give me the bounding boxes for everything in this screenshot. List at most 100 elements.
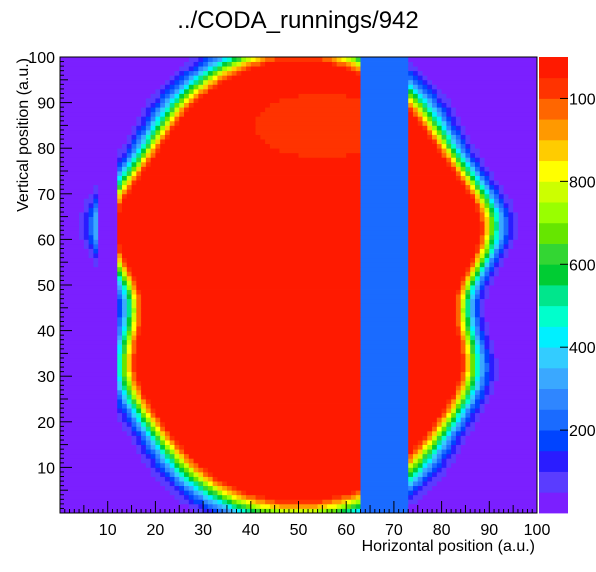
heatmap-cell xyxy=(150,161,361,167)
heatmap-cell xyxy=(460,326,466,331)
heatmap-cell xyxy=(188,70,194,76)
heatmap-cell xyxy=(207,70,214,76)
heatmap-cell xyxy=(408,120,419,126)
heatmap-cell xyxy=(60,326,118,331)
heatmap-cell xyxy=(427,93,433,99)
heatmap-cell xyxy=(408,376,462,382)
heatmap-cell xyxy=(460,134,466,140)
heatmap-cell xyxy=(513,212,519,217)
heatmap-cell xyxy=(136,380,142,386)
heatmap-cell xyxy=(160,143,271,149)
heatmap-cell xyxy=(60,253,90,259)
heatmap-cell xyxy=(479,344,485,350)
heatmap-cell xyxy=(489,248,495,254)
heatmap-cell xyxy=(436,102,442,108)
heatmap-cell xyxy=(207,66,214,72)
heatmap-cell xyxy=(131,139,137,145)
heatmap-cell xyxy=(174,476,180,482)
heatmap-cell xyxy=(117,330,123,336)
heatmap-cell xyxy=(60,171,118,176)
heatmap-cell xyxy=(498,257,505,263)
heatmap-cell xyxy=(360,476,409,482)
heatmap-cell xyxy=(184,107,190,113)
heatmap-cell xyxy=(131,357,137,363)
heatmap-cell xyxy=(455,157,462,163)
heatmap-cell xyxy=(136,417,142,423)
color-scale-tick-label: 600 xyxy=(569,257,596,274)
heatmap-cell xyxy=(174,435,361,441)
heatmap-cell xyxy=(145,152,152,158)
heatmap-cell xyxy=(184,458,190,464)
heatmap-cell xyxy=(489,175,495,181)
heatmap-cell xyxy=(517,234,538,240)
heatmap-cell xyxy=(412,490,419,496)
heatmap-cell xyxy=(122,202,361,208)
heatmap-cell xyxy=(226,508,233,514)
heatmap-cell xyxy=(432,449,438,455)
heatmap-cell xyxy=(408,225,481,231)
heatmap-cell xyxy=(408,239,481,245)
color-scale-step xyxy=(539,471,568,493)
heatmap-cell xyxy=(136,171,142,176)
heatmap-cell xyxy=(250,66,347,72)
heatmap-cell xyxy=(446,107,452,113)
heatmap-cell xyxy=(117,266,123,272)
heatmap-cell xyxy=(265,57,276,62)
heatmap-cell xyxy=(489,193,495,199)
heatmap-cell xyxy=(436,449,442,455)
heatmap-cell xyxy=(479,193,485,199)
heatmap-cell xyxy=(422,98,428,103)
heatmap-cell xyxy=(117,344,123,350)
heatmap-cell xyxy=(131,353,137,359)
heatmap-cell xyxy=(207,467,361,473)
heatmap-cell xyxy=(122,175,128,181)
heatmap-cell xyxy=(360,435,409,441)
heatmap-cell xyxy=(141,430,147,436)
heatmap-cell xyxy=(217,70,223,76)
heatmap-cell xyxy=(117,230,361,236)
heatmap-cell xyxy=(465,280,471,286)
heatmap-cell xyxy=(489,357,495,363)
heatmap-cell xyxy=(298,93,347,99)
heatmap-cell xyxy=(188,98,194,103)
heatmap-cell xyxy=(117,417,123,423)
heatmap-cell xyxy=(474,326,481,331)
heatmap-cell xyxy=(141,326,361,331)
heatmap-cell xyxy=(122,193,128,199)
heatmap-cells xyxy=(60,57,538,514)
heatmap-cell xyxy=(174,125,256,131)
heatmap-cell xyxy=(465,335,471,341)
heatmap-cell xyxy=(203,485,209,491)
heatmap-cell xyxy=(136,139,142,145)
heatmap-cell xyxy=(441,139,447,145)
heatmap-cell xyxy=(360,175,409,181)
heatmap-cell xyxy=(474,294,481,300)
heatmap-cell xyxy=(117,275,123,281)
heatmap-cell xyxy=(136,353,361,359)
heatmap-cell xyxy=(427,134,433,140)
heatmap-cell xyxy=(231,499,237,505)
heatmap-cell xyxy=(455,408,462,414)
heatmap-cell xyxy=(508,193,538,199)
heatmap-cell xyxy=(479,408,485,414)
heatmap-cell xyxy=(446,435,452,441)
heatmap-cell xyxy=(432,120,438,126)
heatmap-cell xyxy=(207,88,361,94)
heatmap-cell xyxy=(160,449,166,455)
heatmap-cell xyxy=(198,490,204,496)
heatmap-cell xyxy=(60,280,118,286)
heatmap-cell xyxy=(494,385,538,391)
heatmap-cell xyxy=(131,294,137,300)
heatmap-cell xyxy=(136,143,142,149)
heatmap-cell xyxy=(479,285,485,290)
heatmap-cell xyxy=(408,125,423,131)
heatmap-cell xyxy=(150,444,156,450)
heatmap-cell xyxy=(174,116,180,122)
heatmap-cell xyxy=(136,344,361,350)
heatmap-cell xyxy=(460,171,466,176)
heatmap-cell xyxy=(117,403,123,409)
heatmap-cell xyxy=(417,440,423,445)
heatmap-cell xyxy=(446,93,538,99)
heatmap-cell xyxy=(446,129,452,135)
heatmap-cell xyxy=(408,444,414,450)
